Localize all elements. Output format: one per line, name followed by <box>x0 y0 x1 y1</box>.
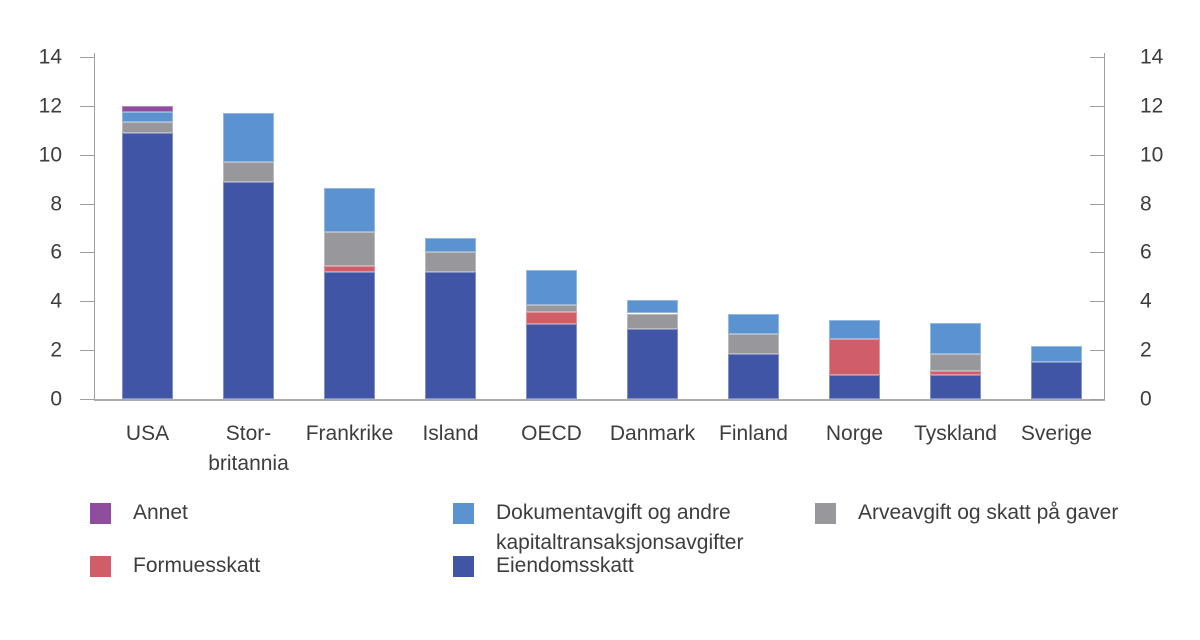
bar-segment-tyskland-dokumentavgift <box>930 323 981 354</box>
x-axis-category-label: USA <box>125 422 170 445</box>
bar-segment-norge-formuesskatt <box>829 339 880 375</box>
legend-label-formuesskatt: Formuesskatt <box>133 554 261 577</box>
y-axis-right <box>1104 53 1105 399</box>
bar-segment-finland-arveavgift <box>728 334 779 354</box>
bar-segment-sverige-dokumentavgift <box>1031 346 1082 363</box>
y-axis-tick-label-right: 14 <box>1140 45 1164 69</box>
y-axis-tick-left <box>80 57 94 58</box>
bar-segment-usa-eiendomsskatt <box>122 132 173 399</box>
y-axis-tick-label-left: 0 <box>50 387 62 411</box>
legend-swatch-formuesskatt <box>90 556 111 577</box>
y-axis-tick-left <box>80 252 94 254</box>
legend-label-eiendomsskatt: Eiendomsskatt <box>496 554 634 577</box>
y-axis-tick-label-right: 6 <box>1140 240 1152 264</box>
y-axis-tick-label-right: 12 <box>1140 94 1164 118</box>
y-axis-tick-left <box>80 154 94 156</box>
legend-item-eiendomsskatt: Eiendomsskatt <box>453 554 634 581</box>
bar-segment-norge-eiendomsskatt <box>829 374 880 399</box>
y-axis-tick-left <box>80 203 94 205</box>
y-axis-tick-right <box>1090 252 1104 254</box>
legend-swatch-dokumentavgift <box>453 503 474 524</box>
bar-segment-finland-eiendomsskatt <box>728 353 779 399</box>
y-axis-tick-right <box>1090 203 1104 205</box>
bar-segment-oecd-eiendomsskatt <box>526 324 577 399</box>
y-axis-tick-right <box>1090 105 1104 107</box>
y-axis-tick-label-right: 0 <box>1140 387 1152 411</box>
bar-segment-oecd-formuesskatt <box>526 312 577 325</box>
legend-label-arveavgift: Arveavgift og skatt på gaver <box>858 501 1119 524</box>
bar-segment-danmark-dokumentavgift <box>627 300 678 314</box>
bar-segment-storbritannia-eiendomsskatt <box>223 181 274 399</box>
bar-segment-oecd-dokumentavgift <box>526 269 577 305</box>
x-axis-category-label: Frankrike <box>305 422 394 445</box>
x-axis-baseline <box>94 399 1105 401</box>
bar-segment-island-eiendomsskatt <box>425 271 476 399</box>
bar-segment-oecd-arveavgift <box>526 304 577 313</box>
y-axis-tick-label-left: 14 <box>38 45 62 69</box>
x-axis-category-label: Norge <box>825 422 884 445</box>
bar-segment-tyskland-arveavgift <box>930 353 981 371</box>
y-axis-tick-left <box>80 105 94 107</box>
y-axis-tick-label-left: 2 <box>50 338 62 362</box>
legend-item-dokumentavgift: Dokumentavgift og andre kapitaltransaksj… <box>453 501 743 558</box>
bar-segment-finland-dokumentavgift <box>728 313 779 335</box>
y-axis-tick-label-right: 8 <box>1140 192 1152 216</box>
y-axis-tick-right <box>1090 301 1104 303</box>
y-axis-tick-right <box>1090 350 1104 352</box>
bar-segment-usa-arveavgift <box>122 121 173 133</box>
bar-segment-frankrike-dokumentavgift <box>324 187 375 232</box>
y-axis-tick-left <box>80 399 94 400</box>
bar-segment-danmark-eiendomsskatt <box>627 329 678 399</box>
x-axis-category-label: Sverige <box>1020 422 1093 445</box>
y-axis-tick-label-left: 6 <box>50 240 62 264</box>
y-axis-tick-right <box>1090 154 1104 156</box>
legend-item-annet: Annet <box>90 501 188 528</box>
x-axis-category-label: Island <box>422 422 479 445</box>
y-axis-tick-label-left: 10 <box>38 143 62 167</box>
y-axis-tick-label-right: 4 <box>1140 289 1152 313</box>
bar-segment-island-arveavgift <box>425 252 476 272</box>
y-axis-tick-label-left: 12 <box>38 94 62 118</box>
bar-segment-usa-annet <box>122 105 173 112</box>
bar-segment-storbritannia-dokumentavgift <box>223 113 274 163</box>
legend-item-formuesskatt: Formuesskatt <box>90 554 260 581</box>
legend-swatch-arveavgift <box>815 503 836 524</box>
y-axis-tick-left <box>80 301 94 303</box>
legend-item-arveavgift: Arveavgift og skatt på gaver <box>815 501 1118 528</box>
y-axis-tick-label-left: 4 <box>50 289 62 313</box>
y-axis-tick-label-right: 2 <box>1140 338 1152 362</box>
y-axis-tick-right <box>1090 399 1104 400</box>
legend-swatch-eiendomsskatt <box>453 556 474 577</box>
legend-swatch-annet <box>90 503 111 524</box>
y-axis-tick-right <box>1090 57 1104 58</box>
x-axis-category-label: Tyskland <box>914 422 997 445</box>
x-axis-category-label: OECD <box>521 422 582 445</box>
bar-segment-frankrike-eiendomsskatt <box>324 271 375 399</box>
legend-label-dokumentavgift: Dokumentavgift og andre kapitaltransaksj… <box>496 501 744 554</box>
bar-segment-frankrike-formuesskatt <box>324 265 375 272</box>
bar-segment-frankrike-arveavgift <box>324 231 375 266</box>
bar-segment-sverige-eiendomsskatt <box>1031 362 1082 399</box>
bar-segment-usa-dokumentavgift <box>122 111 173 122</box>
bar-segment-norge-dokumentavgift <box>829 319 880 340</box>
y-axis-tick-label-right: 10 <box>1140 143 1164 167</box>
x-axis-category-label: Stor- britannia <box>208 422 289 475</box>
x-axis-category-label: Danmark <box>609 422 696 445</box>
bar-segment-island-dokumentavgift <box>425 237 476 253</box>
bar-segment-storbritannia-arveavgift <box>223 162 274 182</box>
y-axis-left <box>94 53 95 399</box>
y-axis-tick-left <box>80 350 94 352</box>
bar-segment-tyskland-formuesskatt <box>930 370 981 375</box>
bar-segment-danmark-arveavgift <box>627 313 678 330</box>
x-axis-category-label: Finland <box>719 422 788 445</box>
bar-segment-tyskland-eiendomsskatt <box>930 374 981 399</box>
legend-label-annet: Annet <box>133 501 188 524</box>
y-axis-tick-label-left: 8 <box>50 192 62 216</box>
